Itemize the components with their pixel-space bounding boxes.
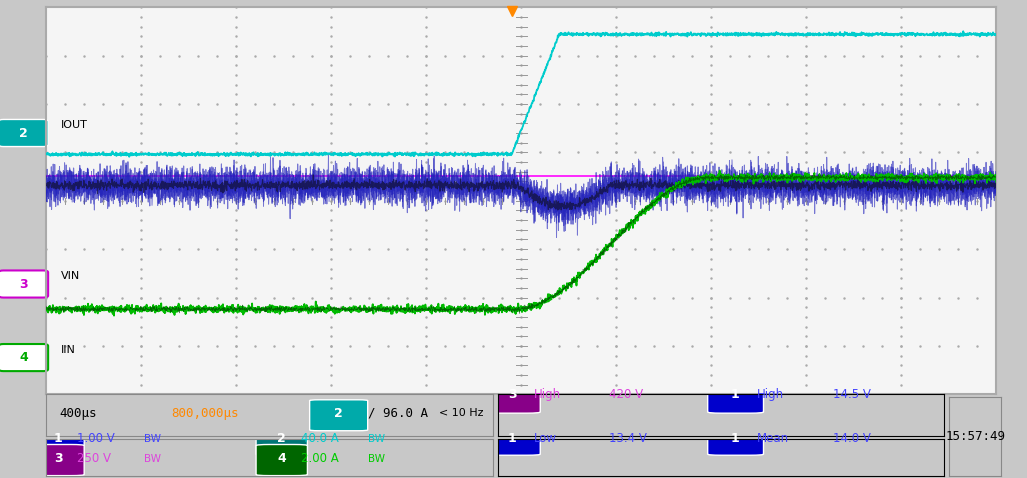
- FancyBboxPatch shape: [0, 120, 48, 147]
- Text: BW: BW: [368, 454, 385, 464]
- Text: Low: Low: [534, 432, 557, 445]
- Text: 2: 2: [335, 407, 343, 420]
- Text: 13.4 V: 13.4 V: [609, 432, 647, 445]
- FancyBboxPatch shape: [310, 400, 368, 431]
- Text: BW: BW: [145, 454, 161, 464]
- FancyBboxPatch shape: [33, 445, 84, 476]
- Text: 15:57:49: 15:57:49: [946, 430, 1005, 443]
- FancyBboxPatch shape: [708, 378, 763, 413]
- FancyBboxPatch shape: [0, 271, 48, 297]
- Text: IOUT: IOUT: [61, 120, 87, 130]
- Text: 2: 2: [20, 127, 28, 140]
- FancyBboxPatch shape: [485, 378, 540, 413]
- Text: IIN: IIN: [61, 345, 75, 355]
- Text: 4: 4: [277, 453, 286, 466]
- Text: 3: 3: [20, 278, 28, 291]
- Text: 2: 2: [277, 432, 286, 445]
- Text: 1.00 V: 1.00 V: [77, 432, 115, 445]
- FancyBboxPatch shape: [33, 424, 84, 455]
- Text: 420 V: 420 V: [609, 388, 644, 401]
- Text: 14.0 V: 14.0 V: [833, 432, 871, 445]
- Text: 3: 3: [507, 388, 517, 401]
- Text: 1: 1: [731, 388, 739, 401]
- Text: High: High: [757, 388, 784, 401]
- Text: BW: BW: [368, 434, 385, 444]
- Text: 3: 3: [54, 453, 63, 466]
- Text: 400μs: 400μs: [60, 407, 98, 420]
- Text: < 10 Hz: < 10 Hz: [440, 408, 484, 418]
- Text: Mean: Mean: [757, 432, 789, 445]
- Text: 1: 1: [731, 432, 739, 445]
- Text: 2.00 A: 2.00 A: [301, 453, 339, 466]
- Text: 1: 1: [53, 432, 63, 445]
- FancyBboxPatch shape: [256, 424, 307, 455]
- FancyBboxPatch shape: [485, 424, 540, 455]
- Text: BW: BW: [145, 434, 161, 444]
- Text: 800,000μs: 800,000μs: [172, 407, 238, 420]
- Text: 40.0 A: 40.0 A: [301, 432, 339, 445]
- FancyBboxPatch shape: [256, 445, 307, 476]
- Text: / 96.0 A: / 96.0 A: [368, 407, 427, 420]
- FancyBboxPatch shape: [708, 424, 763, 455]
- FancyBboxPatch shape: [0, 344, 48, 371]
- Text: 250 V: 250 V: [77, 453, 112, 466]
- Text: 14.5 V: 14.5 V: [833, 388, 871, 401]
- Text: VIN: VIN: [61, 271, 80, 281]
- Text: 1: 1: [507, 432, 517, 445]
- Text: High: High: [534, 388, 561, 401]
- Text: 4: 4: [20, 351, 28, 364]
